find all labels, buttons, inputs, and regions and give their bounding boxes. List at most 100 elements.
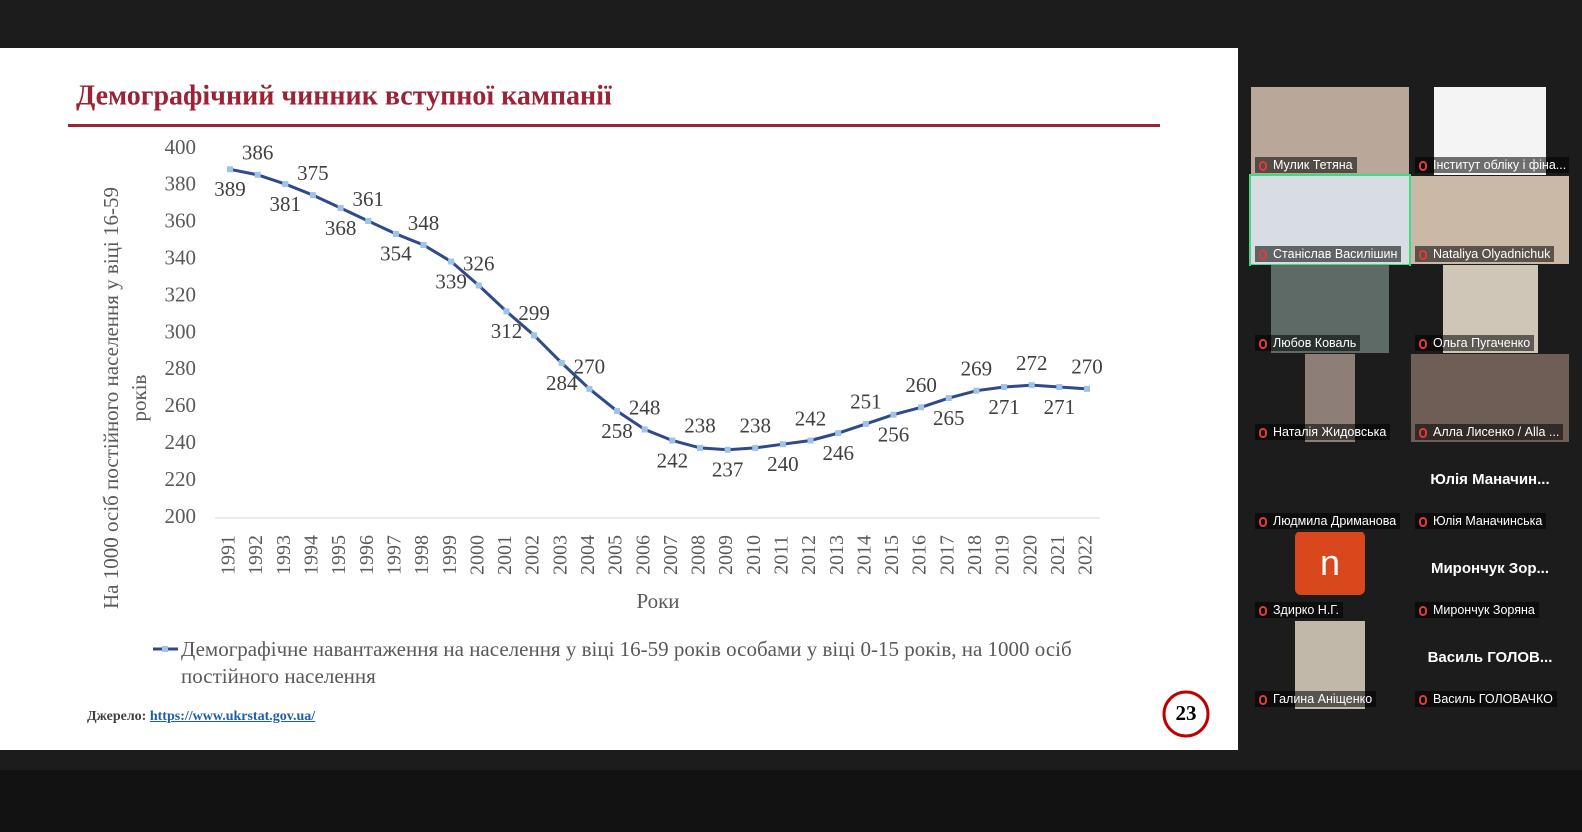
data-label: 258 bbox=[601, 419, 633, 443]
participant-tile[interactable]: Nataliya Olyadnichuk bbox=[1411, 176, 1569, 264]
x-tick-label: 1995 bbox=[328, 535, 350, 575]
x-tick-label: 1996 bbox=[356, 535, 378, 575]
avatar: n bbox=[1295, 532, 1365, 595]
data-point bbox=[1056, 384, 1063, 391]
x-tick-label: 2016 bbox=[909, 535, 931, 575]
data-point bbox=[448, 258, 455, 265]
y-tick-label: 360 bbox=[165, 209, 197, 233]
participant-tile[interactable]: Галина Аніщенко bbox=[1251, 621, 1409, 709]
data-label: 270 bbox=[574, 355, 606, 379]
data-point bbox=[254, 171, 261, 178]
participant-tile[interactable]: Людмила Дриманова bbox=[1251, 443, 1409, 531]
data-point bbox=[835, 430, 842, 437]
tile-label: Мирончук Зор... bbox=[1430, 560, 1550, 577]
x-tick-label: 1998 bbox=[411, 535, 433, 575]
source-label: Джерело: bbox=[87, 709, 147, 724]
x-tick-label: 2003 bbox=[549, 535, 571, 575]
data-point bbox=[918, 404, 925, 411]
participant-tile[interactable]: Мулик Тетяна bbox=[1251, 87, 1409, 175]
data-label: 246 bbox=[822, 441, 854, 465]
y-tick-label: 380 bbox=[165, 172, 197, 196]
x-tick-label: 2015 bbox=[881, 535, 903, 575]
data-point bbox=[724, 446, 731, 453]
data-label: 260 bbox=[905, 373, 937, 397]
x-tick-label: 1993 bbox=[273, 535, 295, 575]
data-point bbox=[1001, 384, 1008, 391]
x-tick-label: 2022 bbox=[1075, 535, 1097, 575]
participant-name: Любов Коваль bbox=[1255, 335, 1361, 351]
chart: Демографічний чинник вступної кампанії 2… bbox=[68, 80, 1210, 738]
participant-name: Nataliya Olyadnichuk bbox=[1415, 246, 1555, 262]
y-tick-label: 200 bbox=[165, 504, 197, 528]
data-label: 269 bbox=[961, 357, 993, 381]
x-tick-label: 2001 bbox=[494, 535, 516, 575]
x-tick-label: 1999 bbox=[439, 535, 461, 575]
data-label: 248 bbox=[629, 395, 661, 419]
data-label: 381 bbox=[270, 192, 302, 216]
data-label: 272 bbox=[1016, 351, 1048, 375]
participant-name: Наталія Жидовська bbox=[1255, 424, 1391, 440]
participant-tile[interactable]: Інститут обліку і фіна... bbox=[1411, 87, 1569, 175]
participant-tile[interactable]: Наталія Жидовська bbox=[1251, 354, 1409, 442]
data-label: 256 bbox=[878, 422, 910, 446]
participant-tile[interactable]: Алла Лисенко / Alla ... bbox=[1411, 354, 1569, 442]
y-tick-label: 300 bbox=[165, 319, 197, 343]
participant-name: Людмила Дриманова bbox=[1255, 513, 1401, 529]
x-tick-label: 1991 bbox=[218, 535, 240, 575]
x-tick-label: 1997 bbox=[383, 535, 405, 575]
x-tick-label: 2004 bbox=[577, 535, 599, 575]
page-badge bbox=[1162, 690, 1210, 738]
data-point bbox=[420, 241, 427, 248]
data-label: 251 bbox=[850, 390, 882, 414]
participant-name: Галина Аніщенко bbox=[1255, 691, 1377, 707]
data-label: 354 bbox=[380, 242, 412, 266]
legend-entry: Демографічне навантаження на населення у… bbox=[181, 637, 1072, 688]
data-label: 271 bbox=[1044, 395, 1076, 419]
data-point bbox=[669, 437, 676, 444]
data-point bbox=[475, 282, 482, 289]
data-label: 242 bbox=[795, 406, 827, 430]
y-tick-label: 320 bbox=[165, 282, 197, 306]
participant-tile[interactable]: Ольга Пугаченко bbox=[1411, 265, 1569, 353]
data-point bbox=[696, 444, 703, 451]
y-tick-label: 260 bbox=[165, 393, 197, 417]
participant-tile[interactable]: Любов Коваль bbox=[1251, 265, 1409, 353]
source-link[interactable]: https://www.ukrstat.gov.ua/ bbox=[149, 709, 316, 724]
data-point bbox=[641, 426, 648, 433]
participant-tile[interactable]: Василь ГОЛОВ... Василь ГОЛОВАЧКО bbox=[1411, 621, 1569, 709]
slide: Демографічний чинник вступної кампанії 2… bbox=[0, 48, 1238, 750]
x-tick-label: 2018 bbox=[964, 535, 986, 575]
x-tick-label: 1992 bbox=[245, 535, 267, 575]
data-label: 238 bbox=[684, 414, 716, 438]
participant-tile[interactable]: n Здирко Н.Г. bbox=[1251, 532, 1409, 620]
participant-name: Інститут обліку і фіна... bbox=[1415, 157, 1569, 173]
participant-name: Станіслав Василішин bbox=[1255, 246, 1402, 262]
participant-tile[interactable]: Юлія Маначин... Юлія Маначинська bbox=[1411, 443, 1569, 531]
data-point bbox=[337, 205, 344, 212]
x-tick-label: 2000 bbox=[466, 535, 488, 575]
x-tick-label: 1994 bbox=[301, 535, 323, 575]
title-rule bbox=[68, 124, 1160, 127]
participant-name: Юлія Маначинська bbox=[1415, 513, 1547, 529]
data-label: 270 bbox=[1071, 355, 1103, 379]
x-tick-label: 2010 bbox=[743, 535, 765, 575]
participant-name: Ольга Пугаченко bbox=[1415, 335, 1535, 351]
data-point bbox=[531, 332, 538, 339]
data-label: 284 bbox=[546, 371, 578, 395]
page-number: 23 bbox=[1176, 701, 1197, 725]
data-label: 386 bbox=[242, 141, 274, 165]
y-tick-label: 240 bbox=[165, 430, 197, 454]
series-line bbox=[229, 167, 1088, 452]
data-label: 238 bbox=[740, 414, 772, 438]
participant-name: Алла Лисенко / Alla ... bbox=[1415, 424, 1564, 440]
x-tick-label: 2006 bbox=[632, 535, 654, 575]
data-point bbox=[503, 308, 510, 315]
participant-tile[interactable]: Станіслав Василішин bbox=[1249, 174, 1411, 266]
data-point bbox=[1084, 385, 1090, 392]
x-tick-label: 2002 bbox=[522, 535, 544, 575]
participant-tile[interactable]: Мирончук Зор... Мирончук Зоряна bbox=[1411, 532, 1569, 620]
x-tick-label: 2011 bbox=[770, 535, 792, 574]
data-point bbox=[752, 444, 759, 451]
data-label: 242 bbox=[657, 448, 689, 472]
legend-marker bbox=[162, 646, 168, 652]
